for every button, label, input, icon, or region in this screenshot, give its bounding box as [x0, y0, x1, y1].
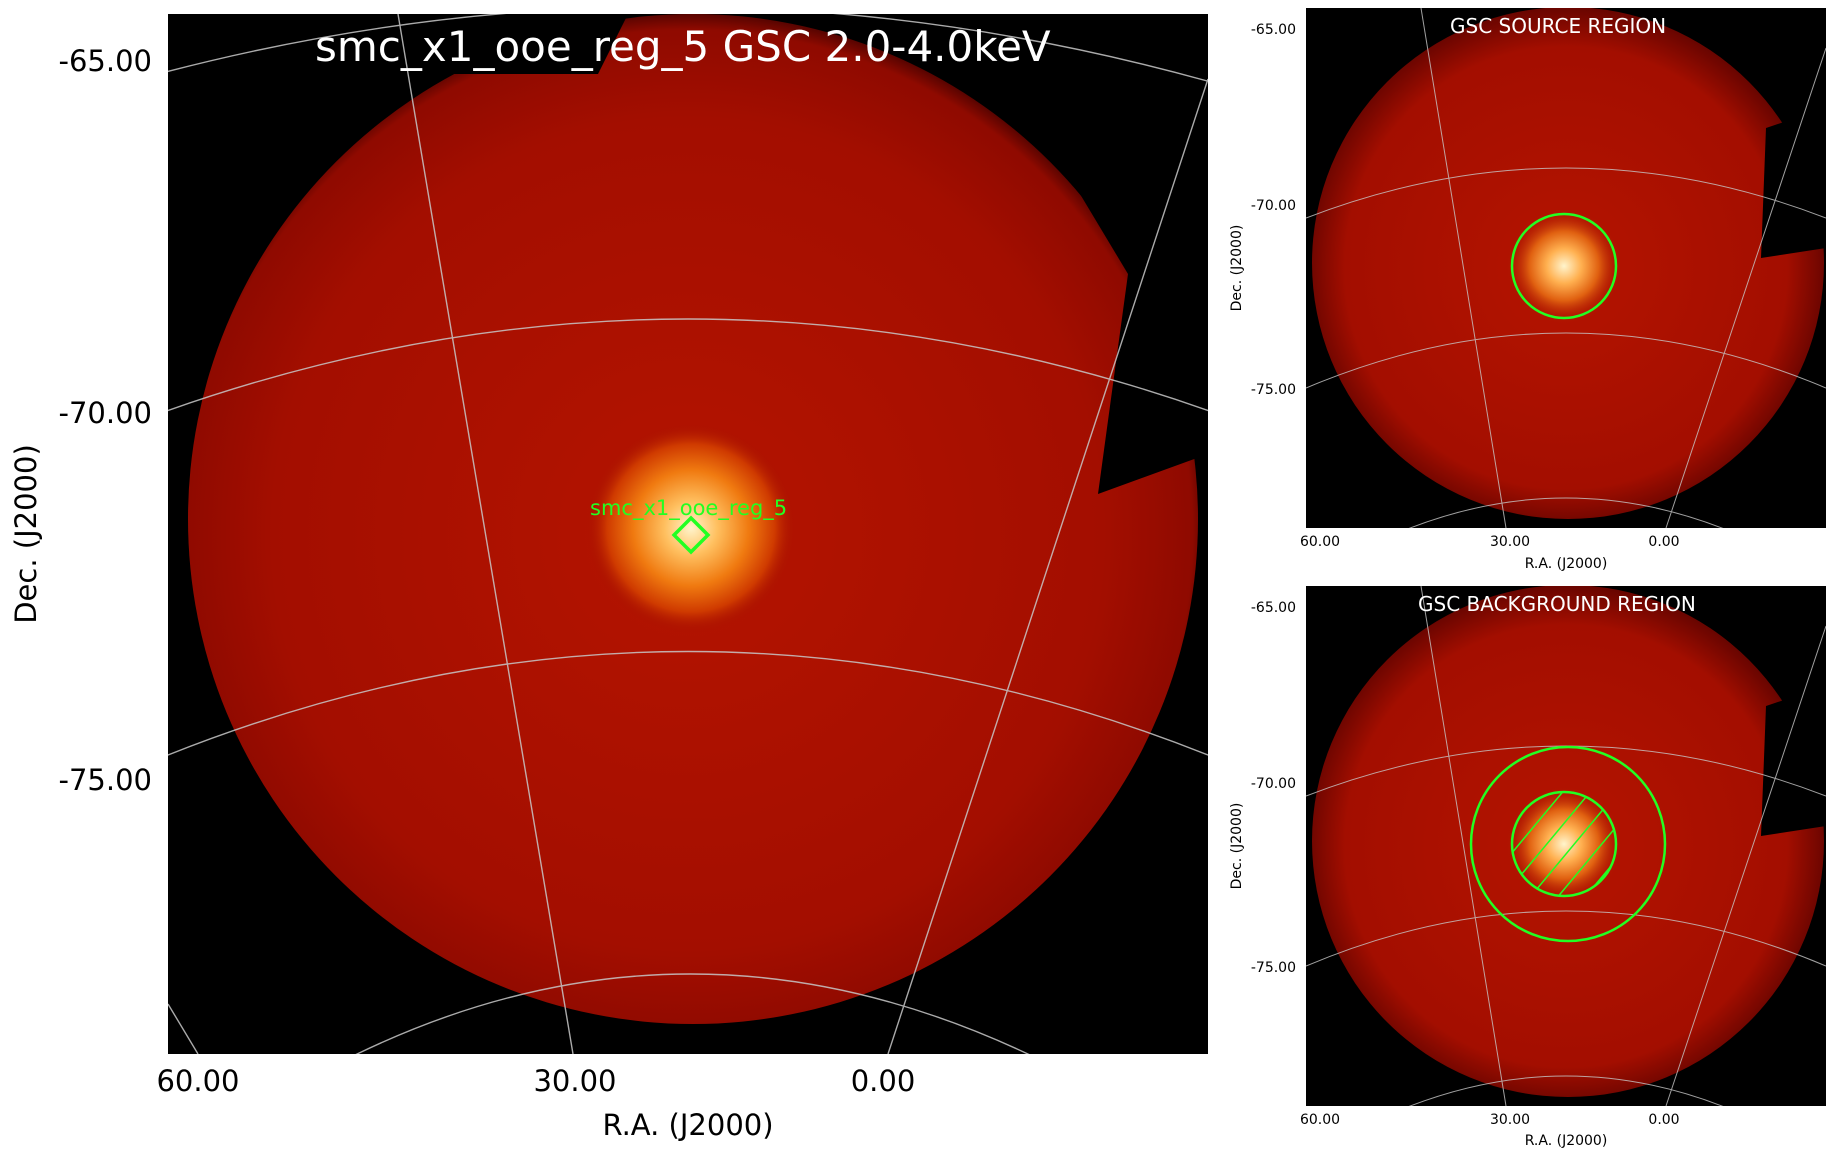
source-x-tick: 30.00 — [1489, 534, 1531, 550]
main-y-axis-label: Dec. (J2000) — [9, 444, 43, 624]
background-y-tick: -70.00 — [1250, 776, 1296, 792]
source-diamond-marker — [671, 515, 711, 555]
main-x-tick: 30.00 — [533, 1064, 617, 1098]
coordinate-grid — [1306, 8, 1826, 528]
x-ray-source-glow — [1506, 208, 1622, 324]
main-y-tick: -70.00 — [58, 396, 153, 430]
source-y-tick: -75.00 — [1250, 382, 1296, 398]
main-sky-image — [168, 14, 1208, 1054]
main-image-panel — [168, 14, 1208, 1054]
main-x-axis-label: R.A. (J2000) — [602, 1108, 774, 1142]
source-region-panel — [1306, 8, 1826, 528]
background-region-image — [1306, 586, 1826, 1106]
main-y-tick: -75.00 — [58, 763, 153, 797]
source-x-tick: 0.00 — [1648, 534, 1680, 550]
main-y-tick: -65.00 — [58, 44, 153, 78]
background-y-axis-label: Dec. (J2000) — [1229, 802, 1245, 890]
field-gap — [1068, 174, 1208, 494]
background-panel-title: GSC BACKGROUND REGION — [1418, 592, 1696, 616]
x-ray-source-glow — [586, 423, 796, 633]
coordinate-grid — [1306, 586, 1826, 1106]
main-x-tick: 60.00 — [156, 1064, 240, 1098]
x-ray-source-glow — [1506, 786, 1622, 902]
source-x-tick: 60.00 — [1299, 534, 1341, 550]
background-region-panel — [1306, 586, 1826, 1106]
background-x-tick: 0.00 — [1648, 1112, 1680, 1128]
exclusion-circle — [1510, 790, 1618, 898]
source-y-tick: -70.00 — [1250, 198, 1296, 214]
source-x-axis-label: R.A. (J2000) — [1524, 556, 1608, 572]
background-y-tick: -65.00 — [1250, 600, 1296, 616]
background-x-axis-label: R.A. (J2000) — [1524, 1133, 1608, 1149]
background-x-tick: 30.00 — [1489, 1112, 1531, 1128]
source-y-tick: -65.00 — [1250, 22, 1296, 38]
source-label: smc_x1_ooe_reg_5 — [590, 496, 788, 520]
background-x-tick: 60.00 — [1299, 1112, 1341, 1128]
source-region-circle — [1510, 212, 1618, 320]
main-title: smc_x1_ooe_reg_5 GSC 2.0-4.0keV — [315, 22, 1051, 71]
background-annulus-outer — [1469, 745, 1667, 943]
source-panel-title: GSC SOURCE REGION — [1450, 14, 1667, 38]
source-region-image — [1306, 8, 1826, 528]
main-x-tick: 0.00 — [850, 1064, 916, 1098]
source-y-axis-label: Dec. (J2000) — [1229, 224, 1245, 312]
background-y-tick: -75.00 — [1250, 960, 1296, 976]
coordinate-grid — [168, 14, 1208, 1054]
exclusion-hatch — [1512, 792, 1616, 896]
